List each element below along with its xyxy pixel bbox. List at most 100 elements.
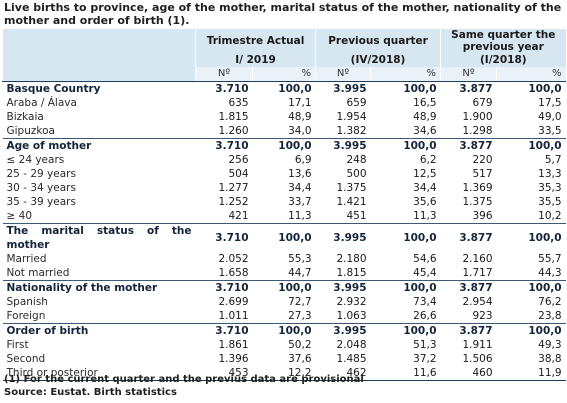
count-cell: 3.877 bbox=[440, 280, 497, 295]
percent-cell: 49,3 bbox=[538, 339, 562, 351]
count-cell: 1.717 bbox=[462, 267, 493, 279]
count-cell: 2.932 bbox=[336, 296, 367, 308]
percent-cell: 73,4 bbox=[413, 296, 437, 308]
percent-cell: 48,9 bbox=[413, 111, 437, 123]
percent-cell: 27,3 bbox=[288, 310, 312, 322]
count-cell: 679 bbox=[472, 97, 493, 109]
row-label: Araba / Álava bbox=[6, 97, 77, 109]
header-pct: % bbox=[496, 67, 566, 82]
count-cell: 1.252 bbox=[218, 196, 249, 208]
count-cell: 2.699 bbox=[218, 296, 249, 308]
count-cell: 517 bbox=[472, 168, 493, 180]
header-current-quarter-period: I/ 2019 bbox=[194, 53, 316, 67]
count-cell: 504 bbox=[228, 168, 249, 180]
count-cell: 1.063 bbox=[336, 310, 367, 322]
count-cell: 3.710 bbox=[195, 138, 253, 153]
count-cell: 1.954 bbox=[336, 111, 367, 123]
section-row: Age of mother 3.710 100,0 3.995 100,0 3.877 10… bbox=[2, 138, 566, 153]
percent-cell: 23,8 bbox=[538, 310, 562, 322]
row-label: First bbox=[6, 339, 29, 351]
section-row: Order of birth 3.710 100,0 3.995 100,0 3.877 1… bbox=[2, 323, 566, 338]
count-cell: 460 bbox=[440, 366, 497, 381]
count-cell: 635 bbox=[228, 97, 249, 109]
percent-cell: 100,0 bbox=[252, 138, 316, 153]
percent-cell: 72,7 bbox=[288, 296, 312, 308]
percent-cell: 33,7 bbox=[288, 196, 312, 208]
count-cell: 3.710 bbox=[195, 223, 253, 252]
percent-cell: 100,0 bbox=[370, 223, 441, 252]
provisional-note: (1) For the current quarter and the prev… bbox=[4, 374, 364, 385]
percent-cell: 10,2 bbox=[538, 210, 562, 222]
count-cell: 396 bbox=[472, 210, 493, 222]
percent-cell: 34,6 bbox=[413, 125, 437, 137]
percent-cell: 16,5 bbox=[413, 97, 437, 109]
count-cell: 462 bbox=[315, 366, 371, 381]
count-cell: 923 bbox=[472, 310, 493, 322]
section-label: Nationality of the mother bbox=[2, 280, 196, 295]
count-cell: 256 bbox=[228, 154, 249, 166]
count-cell: 1.506 bbox=[462, 353, 493, 365]
percent-cell: 48,9 bbox=[288, 111, 312, 123]
table-row: Bizkaia 1.815 48,9 1.954 48,9 1.900 49,0 bbox=[3, 110, 566, 124]
percent-cell: 45,4 bbox=[413, 267, 437, 279]
table-body: Basque Country 3.710 100,0 3.995 100,0 3.877 1… bbox=[2, 82, 566, 381]
row-label: 35 - 39 years bbox=[6, 196, 76, 208]
header-previous-quarter: Previous quarter bbox=[315, 29, 441, 53]
row-label: 30 - 34 years bbox=[6, 182, 76, 194]
header-row-1: Trimestre Actual Previous quarter Same q… bbox=[2, 29, 566, 67]
count-cell: 3.877 bbox=[440, 223, 497, 252]
percent-cell: 55,3 bbox=[288, 253, 312, 265]
percent-cell: 100,0 bbox=[403, 83, 437, 95]
percent-cell: 38,8 bbox=[538, 353, 562, 365]
section-row: Nationality of the mother 3.710 100,0 3.995… bbox=[2, 280, 566, 295]
percent-cell: 35,6 bbox=[413, 196, 437, 208]
table-notes: (1) For the current quarter and the prev… bbox=[4, 373, 364, 399]
section-label: Age of mother bbox=[2, 138, 196, 153]
births-table: Trimestre Actual Previous quarter Same q… bbox=[2, 29, 566, 381]
section-row: The marital status of the mother 3.710 100… bbox=[2, 223, 566, 252]
percent-cell: 100,0 bbox=[496, 223, 566, 252]
percent-cell: 17,1 bbox=[288, 97, 312, 109]
table-row: 35 - 39 years 1.252 33,7 1.421 35,6 1.375 35,5 bbox=[3, 195, 566, 209]
percent-cell: 26,6 bbox=[413, 310, 437, 322]
header-previous-quarter-period: (IV/2018) bbox=[315, 53, 441, 67]
header-blank-cell bbox=[2, 67, 196, 82]
count-cell: 3.877 bbox=[459, 83, 493, 95]
count-cell: 3.995 bbox=[315, 138, 371, 153]
percent-cell: 100,0 bbox=[496, 323, 566, 338]
header-row-3: Nº % Nº % Nº % bbox=[2, 67, 566, 82]
row-label: Not married bbox=[6, 267, 70, 279]
percent-cell: 35,5 bbox=[538, 196, 562, 208]
count-cell: 1.658 bbox=[218, 267, 249, 279]
count-cell: 2.048 bbox=[336, 339, 367, 351]
percent-cell: 35,3 bbox=[538, 182, 562, 194]
percent-cell: 12,2 bbox=[252, 366, 316, 381]
count-cell: 3.995 bbox=[315, 280, 371, 295]
count-cell: 451 bbox=[346, 210, 367, 222]
percent-cell: 51,3 bbox=[413, 339, 437, 351]
count-cell: 3.877 bbox=[440, 138, 497, 153]
count-cell: 659 bbox=[346, 97, 367, 109]
count-cell: 2.052 bbox=[218, 253, 249, 265]
percent-cell: 34,0 bbox=[288, 125, 312, 137]
row-label: Third or posterior bbox=[2, 366, 196, 381]
table-row: 25 - 29 years 504 13,6 500 12,5 517 13,3 bbox=[3, 167, 566, 181]
percent-cell: 13,6 bbox=[288, 168, 312, 180]
count-cell: 1.396 bbox=[218, 353, 249, 365]
percent-cell: 5,7 bbox=[544, 154, 562, 166]
percent-cell: 49,0 bbox=[538, 111, 562, 123]
header-n: Nº bbox=[315, 67, 371, 82]
header-current-quarter: Trimestre Actual bbox=[194, 29, 316, 53]
header-n: Nº bbox=[440, 67, 497, 82]
section-row: Basque Country 3.710 100,0 3.995 100,0 3.877 1… bbox=[3, 82, 566, 97]
table-row: Second 1.396 37,6 1.485 37,2 1.506 38,8 bbox=[3, 352, 566, 366]
percent-cell: 100,0 bbox=[252, 323, 316, 338]
count-cell: 1.485 bbox=[336, 353, 367, 365]
header-same-quarter-period: (I/2018) bbox=[440, 53, 566, 67]
section-label: Order of birth bbox=[2, 323, 196, 338]
percent-cell: 6,2 bbox=[419, 154, 437, 166]
percent-cell: 12,5 bbox=[413, 168, 437, 180]
count-cell: 1.375 bbox=[462, 196, 493, 208]
count-cell: 220 bbox=[472, 154, 493, 166]
percent-cell: 11,3 bbox=[288, 210, 312, 222]
